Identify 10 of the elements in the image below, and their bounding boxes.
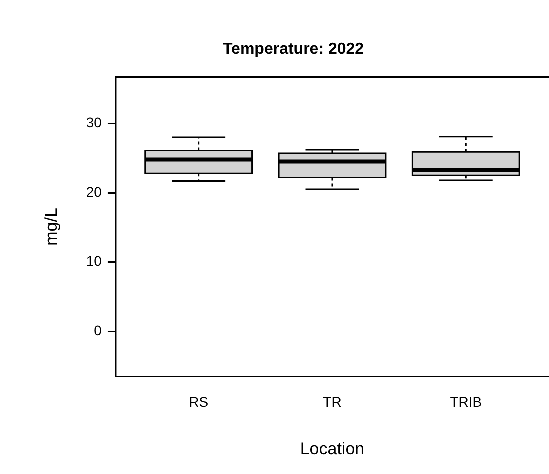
- x-tick-label: RS: [189, 394, 209, 410]
- y-tick-label: 30: [86, 114, 102, 131]
- y-tick-label: 10: [86, 253, 102, 270]
- chart-title: Temperature: 2022: [222, 41, 364, 58]
- y-tick-label: 20: [86, 184, 102, 200]
- y-tick-label: 0: [94, 322, 102, 339]
- x-tick-label: TRIB: [450, 394, 482, 410]
- y-axis-title: mg/L: [42, 208, 61, 246]
- x-axis-title: Location: [300, 439, 365, 458]
- x-tick-label: TR: [323, 394, 342, 410]
